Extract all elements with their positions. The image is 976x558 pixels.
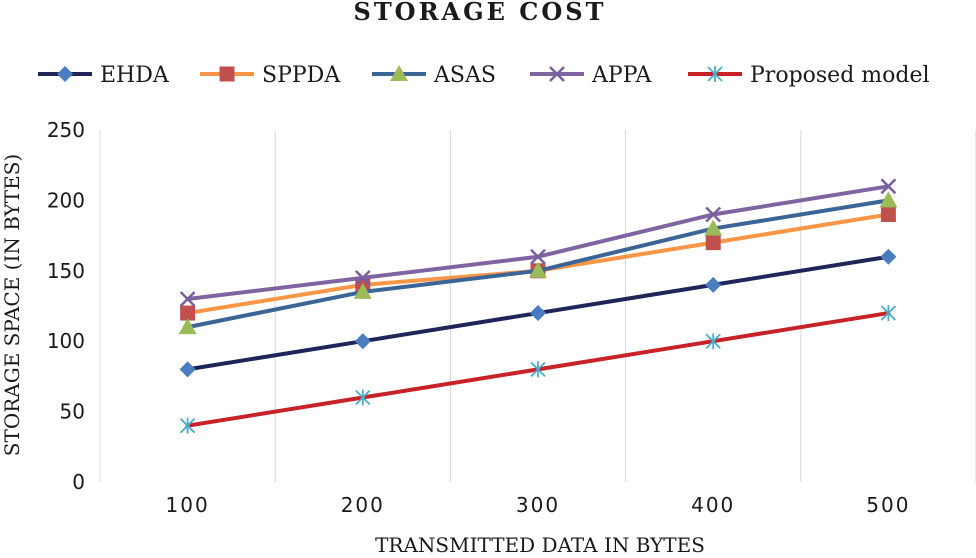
data-point-sppda [180,305,196,321]
y-tick-label: 150 [47,259,85,283]
data-point-proposed-model [705,333,721,350]
legend-marker [549,66,565,82]
data-point-asas [704,219,723,236]
data-point-appa [179,291,196,307]
legend-label: EHDA [100,63,170,88]
x-tick-label: 300 [516,493,560,517]
legend-label: ASAS [433,63,496,88]
series-layer [178,178,898,434]
y-tick-label: 100 [47,329,85,353]
legend-item-proposed-model: Proposed model [688,63,930,88]
x-axis-label: TRANSMITTED DATA IN BYTES [375,533,705,557]
x-tick-label: 100 [166,493,210,517]
series-ehda [179,248,897,378]
y-tick-label: 50 [60,400,85,424]
series-line-appa [185,184,891,301]
data-point-ehda [179,361,196,378]
legend-label: APPA [591,63,652,88]
legend: EHDA SPPDA ASAS APPA Proposed model [38,63,930,88]
data-point-asas [178,318,197,335]
legend-item-sppda: SPPDA [200,63,341,88]
data-point-sppda [705,235,721,251]
data-point-appa [880,178,897,195]
legend-marker [219,66,235,82]
y-axis-ticks: 0 50 100 150 200 250 [47,118,85,494]
x-tick-label: 500 [866,493,910,517]
data-point-ehda [880,248,897,265]
data-point-proposed-model [355,389,371,406]
data-point-proposed-model [880,305,897,322]
chart-title: STORAGE COST [353,0,606,26]
data-point-proposed-model [530,361,546,378]
data-point-appa [354,269,371,286]
data-point-proposed-model [179,417,196,434]
x-axis-ticks: 100 200 300 400 500 [166,493,910,517]
legend-marker [707,66,723,82]
data-point-ehda [354,333,371,350]
data-point-appa [705,206,722,223]
legend-label: Proposed model [750,63,930,88]
legend-marker [390,65,408,81]
series-proposed-model [179,305,897,434]
legend-label: SPPDA [262,63,341,88]
gridlines [99,130,976,482]
legend-item-appa: APPA [530,63,652,88]
x-tick-label: 400 [691,493,735,517]
x-tick-label: 200 [341,493,385,517]
data-point-asas [353,282,372,299]
legend-marker [57,66,73,82]
data-point-ehda [530,305,546,322]
y-tick-label: 0 [72,470,85,494]
y-tick-label: 250 [47,118,85,142]
data-point-ehda [705,276,722,293]
series-asas [178,191,898,335]
data-point-asas [529,261,547,278]
data-point-sppda [880,206,896,222]
data-point-asas [879,191,898,208]
y-axis-label: STORAGE SPACE (IN BYTES) [0,154,24,456]
legend-item-ehda: EHDA [38,63,170,88]
data-point-appa [530,248,546,265]
y-tick-label: 200 [47,188,85,212]
series-appa [179,178,897,307]
legend-item-asas: ASAS [372,63,496,88]
